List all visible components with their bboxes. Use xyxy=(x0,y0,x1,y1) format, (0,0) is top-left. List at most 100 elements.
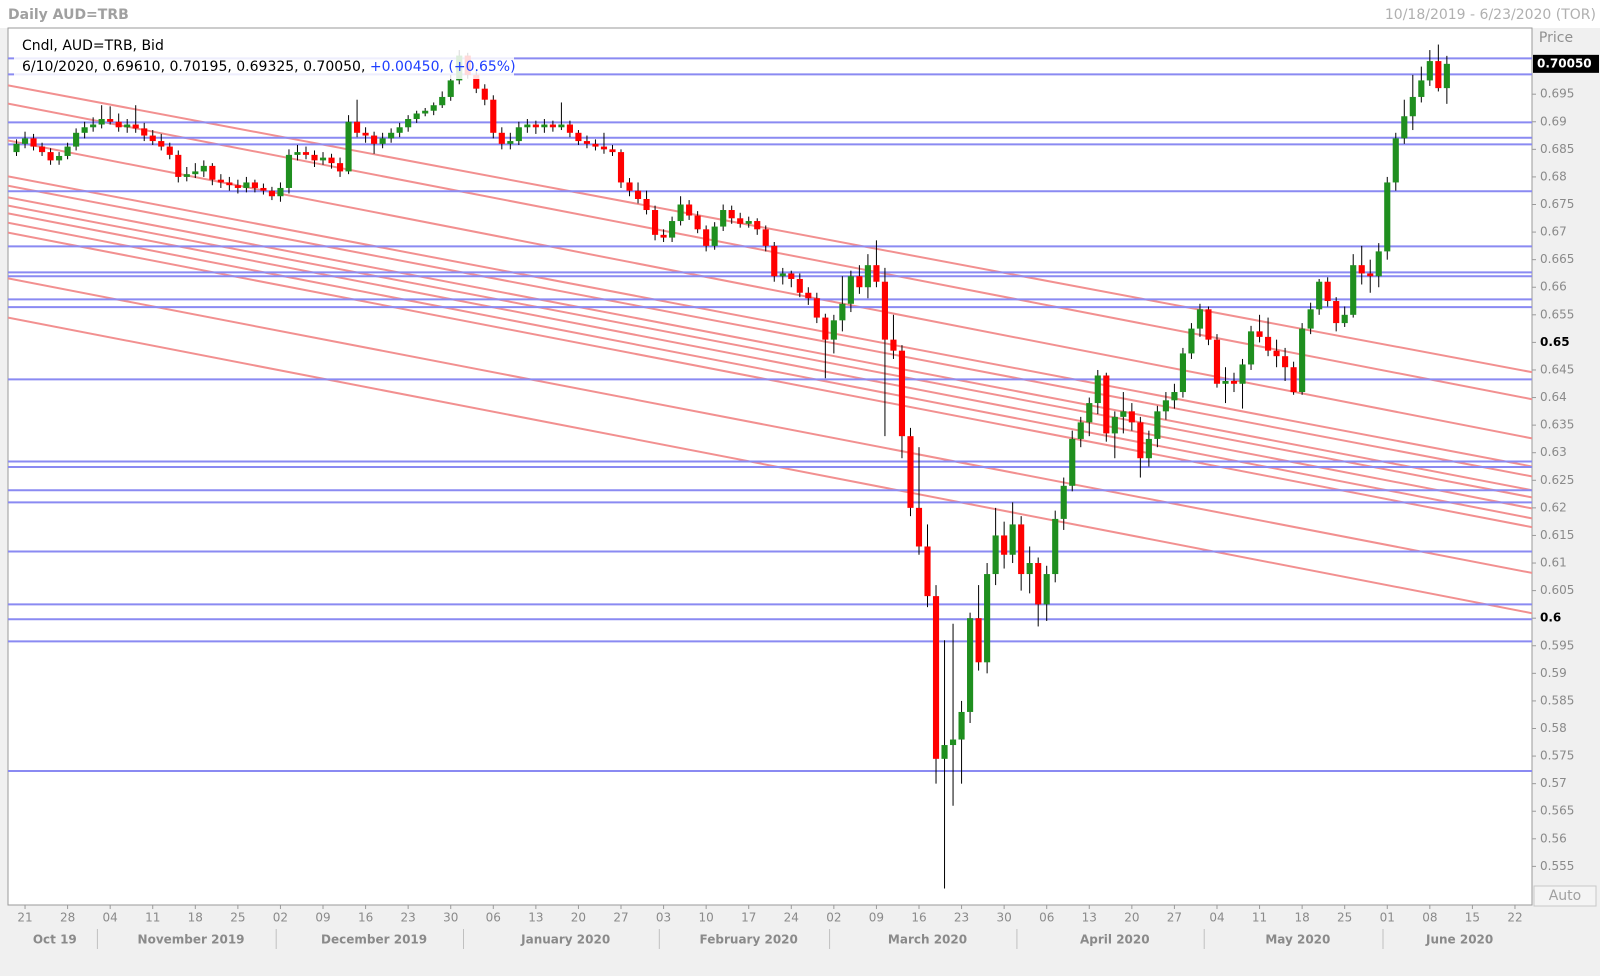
auto-button-label[interactable]: Auto xyxy=(1549,888,1582,904)
candle-body xyxy=(200,165,207,172)
candle-body xyxy=(1128,411,1135,423)
candle-body xyxy=(490,99,497,133)
candle-body xyxy=(1418,80,1425,97)
candle-body xyxy=(1052,518,1059,575)
candle-body xyxy=(932,596,940,759)
x-tick-label: 11 xyxy=(145,911,160,925)
candle-body xyxy=(532,124,539,128)
candle-body xyxy=(328,157,335,164)
x-tick-label: 25 xyxy=(230,911,245,925)
y-tick-label: 0.575 xyxy=(1540,749,1574,763)
candle-body xyxy=(1324,281,1331,302)
candle-body xyxy=(13,143,20,153)
candle-body xyxy=(439,96,446,106)
candle-body xyxy=(1290,367,1297,393)
candle-body xyxy=(1392,138,1399,183)
candle-body xyxy=(319,157,327,161)
x-tick-label: 16 xyxy=(358,911,373,925)
candle-body xyxy=(175,154,182,177)
y-tick-label: 0.68 xyxy=(1540,169,1567,183)
candle-body xyxy=(473,74,480,89)
candle-body xyxy=(515,127,522,142)
candle-body xyxy=(915,507,923,547)
x-tick-label: 21 xyxy=(17,911,32,925)
y-tick-label: 0.675 xyxy=(1540,197,1574,211)
x-tick-label: 23 xyxy=(401,911,416,925)
candle-body xyxy=(115,121,122,128)
candle-body xyxy=(192,171,199,175)
x-tick-label: 17 xyxy=(741,911,756,925)
month-label: January 2020 xyxy=(520,933,610,947)
y-tick-label: 0.66 xyxy=(1540,280,1567,294)
candle-body xyxy=(728,210,735,219)
y-tick-label: 0.61 xyxy=(1540,556,1567,570)
candle-body xyxy=(1009,524,1016,555)
candle-body xyxy=(1111,416,1118,434)
candle-body xyxy=(805,292,812,299)
candle-body xyxy=(1443,63,1450,89)
candle-body xyxy=(1384,182,1391,252)
candle-body xyxy=(90,124,97,128)
candle-body xyxy=(890,339,897,351)
candle-body xyxy=(737,218,744,224)
legend-line: 6/10/2020, 0.69610, 0.70195, 0.69325, 0.… xyxy=(22,59,516,75)
candle-body xyxy=(1273,350,1280,357)
candle-body xyxy=(907,436,914,508)
candle-body xyxy=(1196,309,1204,329)
month-label: November 2019 xyxy=(138,933,245,947)
candle-body xyxy=(183,174,190,177)
candle-body xyxy=(447,80,454,97)
candle-body xyxy=(762,229,769,246)
candle-body xyxy=(1213,339,1221,384)
legend-title: Cndl, AUD=TRB, Bid xyxy=(22,38,164,54)
candle-body xyxy=(1137,422,1144,459)
candle-body xyxy=(1265,336,1272,351)
candle-body xyxy=(1154,411,1161,439)
y-tick-label: 0.645 xyxy=(1540,362,1574,376)
candle-body xyxy=(1409,96,1416,117)
header-bar xyxy=(0,0,1600,28)
candle-body xyxy=(1060,485,1067,519)
candle-body xyxy=(686,204,693,216)
candle-body xyxy=(1001,535,1008,555)
candle-body xyxy=(251,182,258,188)
candle-body xyxy=(498,132,505,144)
y-axis-label: Price xyxy=(1539,30,1573,46)
candle-body xyxy=(30,138,37,147)
x-tick-label: 24 xyxy=(784,911,799,925)
x-tick-label: 04 xyxy=(103,911,118,925)
auto-button[interactable] xyxy=(1533,885,1597,907)
candle-body xyxy=(1341,314,1348,324)
candle-body xyxy=(1316,281,1323,310)
candle-body xyxy=(158,141,165,147)
candle-body xyxy=(711,226,718,246)
x-tick-label: 18 xyxy=(188,911,203,925)
candle-body xyxy=(107,119,114,122)
candle-body xyxy=(1069,438,1076,486)
candle-body xyxy=(847,276,854,304)
y-tick-label: 0.655 xyxy=(1540,307,1574,321)
trend-line xyxy=(8,184,1532,478)
x-tick-label: 16 xyxy=(911,911,926,925)
y-tick-label: 0.605 xyxy=(1540,583,1574,597)
candle-body xyxy=(149,135,156,142)
candle-body xyxy=(566,124,573,133)
legend-change: +0.00450, (+0.65%) xyxy=(370,59,516,75)
candle-body xyxy=(643,198,650,211)
x-tick-label: 27 xyxy=(613,911,628,925)
month-label: June 2020 xyxy=(1425,933,1493,947)
y-tick-label: 0.595 xyxy=(1540,638,1574,652)
month-label: Oct 19 xyxy=(33,933,77,947)
candle-body xyxy=(617,152,625,183)
candle-body xyxy=(873,265,880,282)
y-tick-label: 0.69 xyxy=(1540,114,1567,128)
candle-body xyxy=(1222,381,1229,384)
y-tick-label: 0.56 xyxy=(1540,831,1567,845)
candle-body xyxy=(243,182,250,188)
candle-body xyxy=(992,535,999,575)
x-tick-label: 11 xyxy=(1252,911,1267,925)
candle-body xyxy=(217,179,224,183)
x-tick-label: 08 xyxy=(1422,911,1437,925)
month-label: May 2020 xyxy=(1265,933,1330,947)
